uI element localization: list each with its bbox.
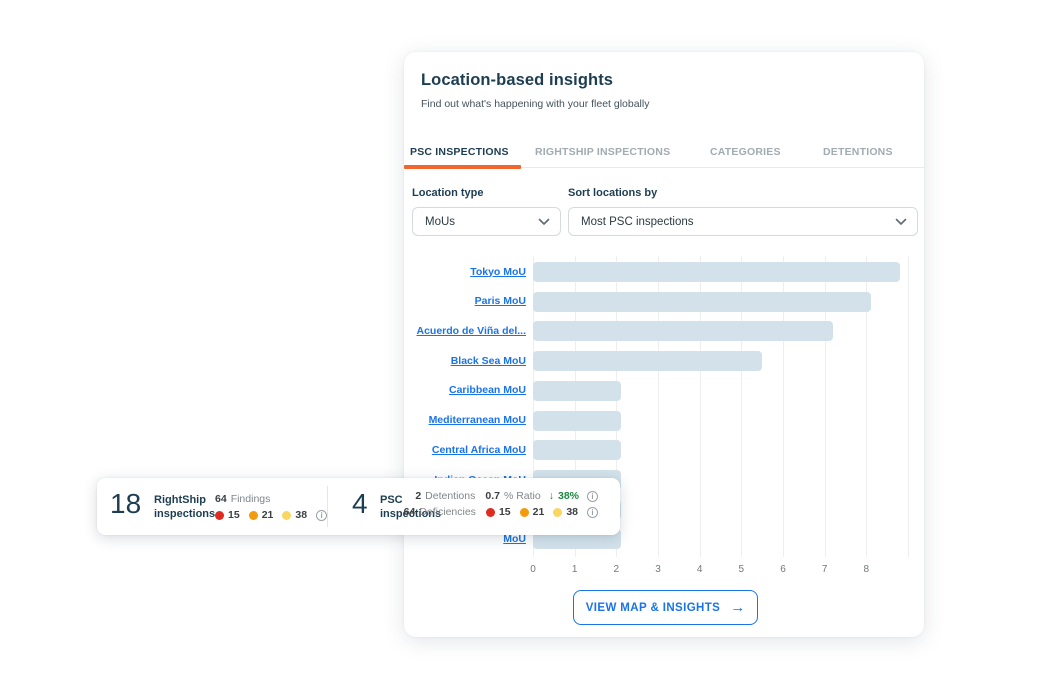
chart-bar[interactable] [533,351,763,372]
gridline [783,256,784,557]
tab-rightship-inspections[interactable]: RIGHTSHIP INSPECTIONS [535,146,671,158]
info-icon[interactable]: i [316,510,328,521]
chart-bar[interactable] [533,321,833,342]
chevron-down-icon [895,218,907,225]
gridline [741,256,743,557]
severity-high-dot [215,511,224,520]
rightship-inspections-label: RightShip inspections [154,493,215,521]
severity-medium-count: 21 [261,509,274,521]
x-axis-tick: 6 [780,564,786,575]
x-axis-tick: 4 [696,564,703,575]
gridline [616,256,618,557]
info-icon[interactable]: i [587,507,598,518]
chevron-down-icon [538,218,550,225]
severity-low-count: 38 [566,506,578,518]
x-axis-tick: 8 [863,564,870,575]
tab-psc-inspections[interactable]: PSC INSPECTIONS [404,146,521,169]
x-axis-tick: 5 [738,564,745,575]
inspections-summary-overlay: 18 RightShip inspections 64 Findings 15 … [97,478,620,535]
detentions-label: Detentions [425,490,476,502]
location-type-value: MoUs [425,215,456,228]
x-axis-tick: 2 [613,564,620,575]
gridline [699,256,701,557]
tab-detentions[interactable]: DETENTIONS [823,146,893,158]
location-insights-card: Location-based insights Find out what's … [404,52,924,637]
overlay-divider [327,486,328,527]
chart-row-label[interactable]: Tokyo MoU [470,265,526,278]
page-subtitle: Find out what's happening with your flee… [421,98,650,110]
chart-row-label[interactable]: Acuerdo de Viña del... [416,324,526,337]
ratio-label: % Ratio [503,490,541,502]
findings-label: Findings [230,493,271,505]
ratio-value: 0.7 [485,490,500,502]
tab-categories[interactable]: CATEGORIES [710,146,781,158]
chart-bar[interactable] [533,440,621,461]
rightship-label-line1: RightShip [154,494,206,506]
sort-by-value: Most PSC inspections [581,215,694,228]
arrow-right-icon: → [730,599,746,616]
psc-stats-block: 2 Detentions 0.7 % Ratio ↓ 38% i 64 Defi… [404,490,598,519]
tab-bar: PSC INSPECTIONS RIGHTSHIP INSPECTIONS CA… [404,140,924,169]
psc-label-line1: PSC [380,494,403,506]
location-type-label: Location type [412,187,484,199]
chart-row-label[interactable]: Black Sea MoU [450,354,526,367]
gridline [533,256,534,557]
chart-row-label[interactable]: Mediterranean MoU [428,414,526,427]
findings-count: 64 [215,493,227,505]
chart-row-label[interactable]: Caribbean MoU [448,384,526,397]
psc-inspections-label: PSC inspections [380,493,441,521]
sort-by-select[interactable]: Most PSC inspections [568,207,918,236]
findings-block: 64 Findings 15 21 38 i [215,493,328,522]
rightship-label-line2: inspections [154,508,216,520]
psc-label-line2: inspections [380,508,442,520]
gridline [658,256,659,557]
trend-down-icon: ↓ [548,490,554,502]
gridline [574,256,576,557]
chart-plot: 0 1 2 3 4 5 6 7 8 [530,252,912,597]
chart-bar[interactable] [533,262,900,282]
chart-row-label[interactable]: Paris MoU [474,295,526,308]
psc-inspections-bar-chart: Tokyo MoU Paris MoU Acuerdo de Viña del...… [404,252,924,597]
chart-bar[interactable] [533,380,621,401]
view-map-insights-label: VIEW MAP & INSIGHTS [585,601,721,614]
sort-by-label: Sort locations by [568,187,658,199]
x-axis-tick: 1 [571,564,578,575]
severity-low-dot [282,511,292,520]
chart-bar[interactable] [533,410,621,431]
gridline [908,256,909,557]
rightship-inspections-count: 18 [110,488,142,519]
location-type-select[interactable]: MoUs [412,207,561,236]
gridline [824,256,826,557]
chart-row-label[interactable]: MoU [503,532,526,545]
severity-medium-dot [248,511,258,520]
psc-inspections-count: 4 [352,488,368,519]
severity-high-dot [485,508,495,517]
info-icon[interactable]: i [587,491,598,502]
view-map-insights-button[interactable]: VIEW MAP & INSIGHTS → [573,590,758,625]
x-axis-tick: 3 [655,564,661,575]
chart-row-label[interactable]: Central Africa MoU [431,443,526,456]
page-title: Location-based insights [421,71,614,89]
severity-medium-count: 21 [532,506,545,518]
deficiencies-count: 64 [403,506,416,518]
gridline [866,256,868,557]
severity-high-count: 15 [498,506,511,518]
deficiencies-label: Deficiencies [419,506,476,518]
severity-low-dot [553,508,563,517]
trend-value: 38% [557,490,579,502]
x-axis-tick: 0 [530,564,536,575]
detentions-count: 2 [415,490,422,502]
chart-bar[interactable] [533,291,871,312]
severity-low-count: 38 [295,509,308,521]
severity-medium-dot [519,508,529,517]
x-axis-tick: 7 [821,564,828,575]
severity-high-count: 15 [228,509,240,521]
